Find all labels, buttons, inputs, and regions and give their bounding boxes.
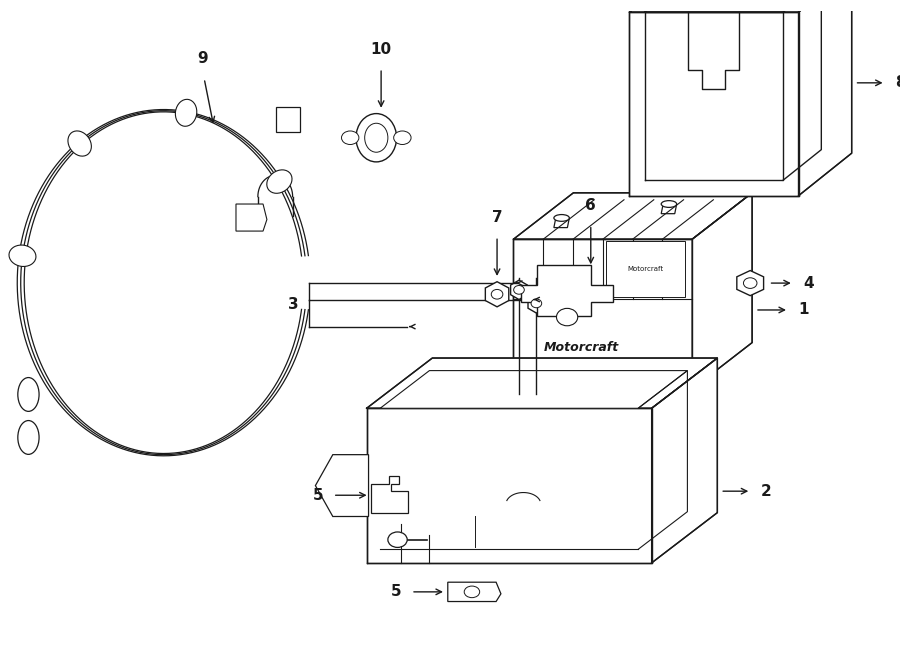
Text: 9: 9 — [197, 51, 208, 65]
Polygon shape — [366, 408, 652, 563]
Polygon shape — [380, 371, 688, 408]
Polygon shape — [514, 193, 752, 239]
Ellipse shape — [18, 377, 39, 411]
Polygon shape — [798, 0, 851, 196]
Polygon shape — [607, 241, 685, 297]
Ellipse shape — [9, 245, 36, 266]
Text: 5: 5 — [312, 488, 323, 503]
Polygon shape — [554, 218, 570, 227]
Polygon shape — [485, 282, 508, 307]
Ellipse shape — [514, 286, 525, 294]
Polygon shape — [652, 358, 717, 563]
Polygon shape — [662, 204, 677, 214]
Polygon shape — [521, 265, 613, 317]
Polygon shape — [275, 108, 300, 132]
Text: 1: 1 — [798, 303, 809, 317]
Text: 2: 2 — [760, 484, 771, 498]
Polygon shape — [692, 193, 752, 389]
Polygon shape — [448, 582, 501, 602]
Text: Motorcraft: Motorcraft — [544, 340, 619, 354]
Ellipse shape — [531, 299, 542, 308]
Ellipse shape — [393, 131, 411, 145]
Polygon shape — [510, 280, 527, 299]
Polygon shape — [737, 270, 763, 295]
Ellipse shape — [68, 131, 92, 156]
Polygon shape — [629, 12, 798, 196]
Ellipse shape — [341, 131, 359, 145]
Text: 10: 10 — [371, 42, 392, 57]
Text: Motorcraft: Motorcraft — [627, 266, 664, 272]
Text: 7: 7 — [491, 210, 502, 225]
Polygon shape — [629, 0, 851, 12]
Ellipse shape — [464, 586, 480, 598]
Ellipse shape — [662, 201, 677, 208]
Ellipse shape — [266, 170, 292, 193]
Text: 8: 8 — [896, 75, 900, 91]
Polygon shape — [315, 455, 369, 516]
Ellipse shape — [364, 123, 388, 152]
Ellipse shape — [176, 99, 197, 126]
Polygon shape — [236, 204, 267, 231]
Ellipse shape — [554, 215, 570, 221]
Polygon shape — [514, 239, 692, 389]
Ellipse shape — [18, 420, 39, 454]
Ellipse shape — [491, 290, 503, 299]
Text: 5: 5 — [391, 584, 401, 600]
Text: 4: 4 — [804, 276, 814, 291]
Polygon shape — [372, 476, 409, 513]
Polygon shape — [366, 358, 717, 408]
Text: 3: 3 — [288, 297, 299, 313]
Ellipse shape — [743, 278, 757, 288]
Text: 6: 6 — [585, 198, 596, 213]
Ellipse shape — [556, 309, 578, 326]
Ellipse shape — [388, 532, 407, 547]
Ellipse shape — [356, 114, 397, 162]
Polygon shape — [528, 293, 544, 313]
